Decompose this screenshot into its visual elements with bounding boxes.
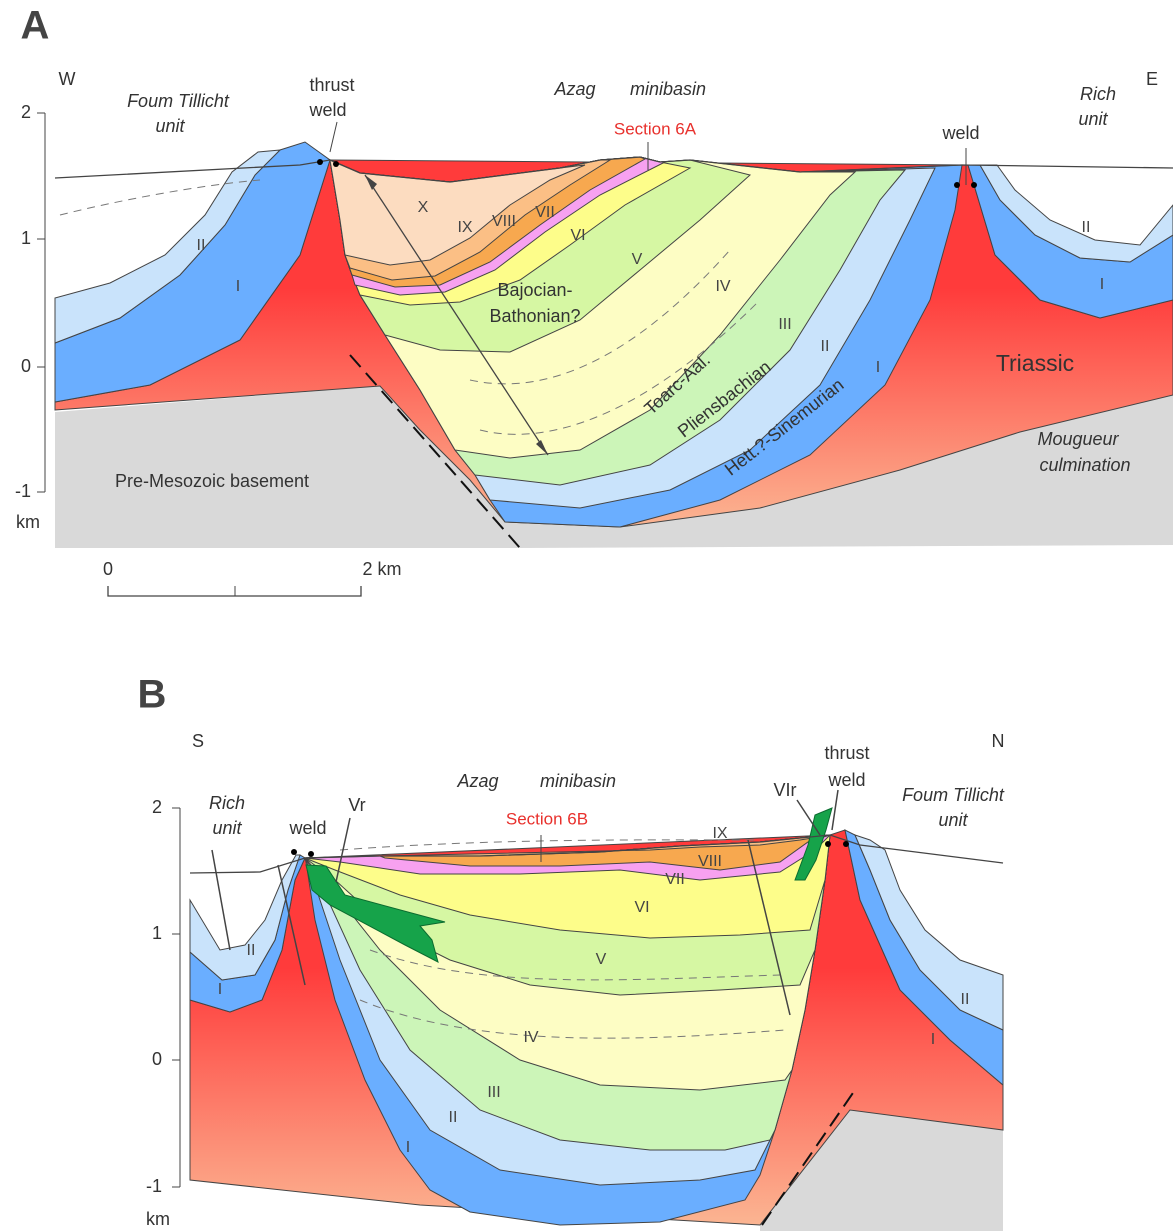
direction: W (59, 69, 76, 89)
unit-label: VIII (492, 213, 516, 230)
panel-label: B (138, 673, 167, 717)
annotation: Vr (348, 795, 365, 815)
unit-label: VI (634, 899, 649, 916)
unit-label: II (961, 991, 970, 1008)
unit-name: unit (938, 810, 968, 830)
annotation: weld (288, 818, 326, 838)
unit-label: VIII (698, 853, 722, 870)
unit-name: unit (212, 818, 242, 838)
annotation: culmination (1039, 455, 1130, 475)
unit-label: IV (523, 1029, 538, 1046)
unit-label: I (218, 981, 222, 998)
unit-label: VI (570, 227, 585, 244)
unit-label: II (821, 338, 830, 355)
formation: Triassic (996, 350, 1074, 376)
unit-label: III (778, 316, 791, 333)
section-ref: Section 6A (614, 119, 697, 138)
figure: A W E Foum Tillicht unit thrust weld Aza… (0, 0, 1173, 1231)
unit-label: I (876, 359, 880, 376)
formation: Bajocian- (497, 280, 572, 300)
unit-label: II (1082, 219, 1091, 236)
unit-label: I (1100, 276, 1104, 293)
direction: S (192, 731, 204, 751)
unit-label: IV (715, 278, 730, 295)
y-tick-label: 2 (152, 797, 162, 817)
annotation: Mougueur (1037, 429, 1119, 449)
annotation: VIr (773, 780, 796, 800)
y-unit: km (146, 1209, 170, 1229)
scale-label: 0 (103, 559, 113, 579)
y-tick-label: 1 (21, 228, 31, 248)
annotation: thrust (824, 743, 869, 763)
unit-label: IX (457, 219, 472, 236)
unit-name: unit (155, 116, 185, 136)
annotation: weld (827, 770, 865, 790)
basin-name: Azag (553, 79, 595, 99)
panel-label: A (21, 4, 50, 48)
unit-name: Rich (1080, 84, 1116, 104)
y-tick-label: 0 (21, 356, 31, 376)
annotation: weld (308, 100, 346, 120)
direction: N (992, 731, 1005, 751)
unit-label: X (418, 199, 429, 216)
unit-label: V (632, 251, 643, 268)
unit-label: III (487, 1084, 500, 1101)
unit-label: VII (535, 204, 555, 221)
annotation: Pre-Mesozoic basement (115, 471, 309, 491)
section-ref: Section 6B (506, 809, 588, 828)
unit-label: I (931, 1031, 935, 1048)
annotation: thrust (309, 75, 354, 95)
unit-label: I (236, 278, 240, 295)
unit-label: IX (712, 825, 727, 842)
unit-label: I (406, 1139, 410, 1156)
unit-name: Foum Tillicht (127, 91, 230, 111)
unit-label: VII (665, 871, 685, 888)
y-tick-label: 1 (152, 923, 162, 943)
pointer (330, 122, 337, 152)
basin-name: Azag (456, 771, 498, 791)
y-ticks (37, 113, 45, 492)
unit-label: II (197, 237, 206, 254)
unit-name: Rich (209, 793, 245, 813)
y-ticks (172, 808, 180, 1187)
section-b (172, 790, 1003, 1231)
annotation: weld (941, 123, 979, 143)
unit-name: Foum Tillicht (902, 785, 1005, 805)
unit-name: unit (1078, 109, 1108, 129)
y-tick-label: -1 (15, 481, 31, 501)
unit-label: II (247, 942, 256, 959)
basin-name: minibasin (630, 79, 706, 99)
formation: Bathonian? (489, 306, 580, 326)
y-tick-label: 0 (152, 1049, 162, 1069)
y-tick-label: 2 (21, 102, 31, 122)
basin-name: minibasin (540, 771, 616, 791)
y-unit: km (16, 512, 40, 532)
unit-label: V (596, 951, 607, 968)
y-tick-label: -1 (146, 1176, 162, 1196)
direction: E (1146, 69, 1158, 89)
unit-label: II (449, 1109, 458, 1126)
scale-label: 2 km (362, 559, 401, 579)
